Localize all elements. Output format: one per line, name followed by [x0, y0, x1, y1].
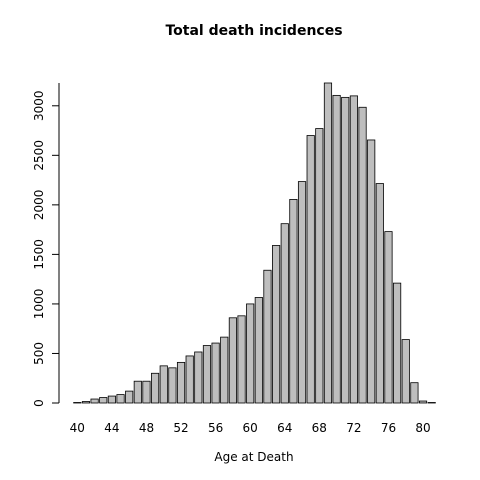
bar-age-77 [393, 282, 402, 404]
bar-age-40 [73, 402, 82, 404]
bar-age-45 [116, 394, 125, 404]
bar-age-52 [176, 361, 186, 404]
bar-age-69 [323, 82, 333, 404]
bar-age-46 [125, 390, 134, 404]
bar-age-56 [211, 342, 220, 404]
bar-age-68 [315, 128, 324, 404]
bar-age-79 [410, 382, 419, 404]
x-tick-label-64: 64 [277, 421, 292, 435]
bar-age-57 [220, 336, 229, 404]
bar-age-63 [272, 245, 281, 404]
x-axis-label: Age at Death [214, 450, 293, 464]
x-tick-label-44: 44 [104, 421, 119, 435]
chart-title: Total death incidences [165, 23, 342, 39]
y-tick-label-1000: 1000 [32, 289, 46, 320]
bar-age-71 [341, 96, 350, 404]
bars-group [73, 82, 436, 404]
x-tick-label-56: 56 [208, 421, 223, 435]
bar-age-53 [185, 355, 194, 404]
bar-age-50 [159, 365, 168, 404]
bar-age-66 [297, 181, 307, 404]
bar-age-41 [81, 401, 91, 404]
bar-age-60 [246, 303, 255, 404]
bar-age-44 [107, 395, 116, 404]
bar-age-55 [202, 345, 212, 404]
y-tick-label-0: 0 [32, 399, 46, 407]
bar-age-48 [142, 380, 151, 404]
bar-age-70 [332, 94, 341, 404]
bar-age-62 [263, 269, 272, 404]
bar-age-64 [280, 223, 289, 404]
y-tick-label-2500: 2500 [32, 140, 46, 171]
bar-age-76 [384, 231, 393, 404]
bar-age-59 [237, 315, 246, 404]
bar-age-74 [367, 139, 376, 404]
x-tick-label-52: 52 [173, 421, 188, 435]
bar-age-81 [427, 402, 436, 404]
x-tick-label-48: 48 [139, 421, 154, 435]
y-tick-label-500: 500 [32, 342, 46, 365]
bar-age-61 [254, 297, 263, 404]
bar-age-49 [151, 372, 160, 404]
x-tick-label-80: 80 [415, 421, 430, 435]
bar-age-72 [349, 95, 358, 404]
y-tick-label-2000: 2000 [32, 190, 46, 221]
bar-age-67 [306, 135, 315, 404]
y-axis: 0 500 1000 1500 2000 2500 3000 [32, 83, 60, 407]
y-tick-label-3000: 3000 [32, 91, 46, 122]
bar-age-65 [289, 199, 298, 404]
x-tick-label-76: 76 [381, 421, 396, 435]
bar-age-78 [401, 339, 410, 404]
bar-age-43 [99, 397, 108, 404]
x-axis: 40 44 48 52 56 60 64 68 72 76 80 [70, 421, 431, 435]
bar-age-80 [418, 400, 428, 404]
x-tick-label-72: 72 [346, 421, 361, 435]
y-tick-label-1500: 1500 [32, 239, 46, 270]
bar-age-73 [358, 106, 367, 404]
x-tick-label-40: 40 [70, 421, 85, 435]
x-tick-label-60: 60 [243, 421, 258, 435]
bar-age-75 [375, 183, 384, 404]
bar-age-54 [194, 351, 203, 404]
x-tick-label-68: 68 [312, 421, 327, 435]
bar-age-47 [133, 380, 142, 404]
bar-age-58 [228, 317, 237, 404]
bar-age-51 [168, 367, 177, 404]
bar-age-42 [90, 398, 99, 404]
